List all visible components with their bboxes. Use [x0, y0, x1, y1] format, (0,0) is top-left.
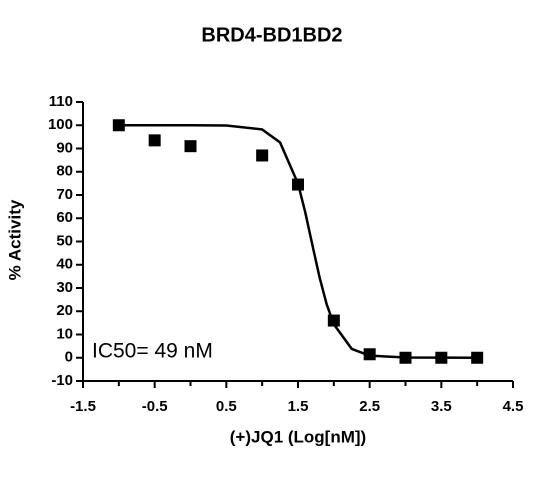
data-point: [148, 134, 161, 147]
y-tick-label: 70: [56, 186, 73, 203]
y-tick-label: 40: [56, 256, 73, 273]
y-tick-label: 60: [56, 209, 73, 226]
y-tick-label: 50: [56, 232, 73, 249]
data-point: [327, 314, 340, 327]
x-tick-label: -1.5: [70, 398, 96, 415]
x-tick-label: 4.5: [503, 398, 524, 415]
x-axis-label: (+)JQ1 (Log[nM]): [230, 427, 366, 446]
data-point: [399, 351, 412, 364]
x-tick-label: 3.5: [431, 398, 452, 415]
data-point: [292, 178, 304, 191]
x-tick-label: -0.5: [142, 398, 168, 415]
data-point: [363, 348, 376, 361]
y-tick-label: 30: [56, 279, 73, 296]
y-tick-label: 100: [48, 116, 73, 133]
data-point: [184, 140, 197, 153]
x-tick-label: 1.5: [288, 398, 309, 415]
y-tick-label: -10: [51, 372, 73, 389]
data-point: [435, 351, 448, 364]
chart-title: BRD4-BD1BD2: [201, 24, 342, 46]
y-tick-label: 80: [56, 163, 73, 180]
fit-curve: [118, 124, 478, 359]
annotation: IC50= 49 nM: [92, 340, 213, 363]
y-tick-label: 10: [56, 325, 73, 342]
y-tick-label: 90: [56, 139, 73, 156]
y-tick-label: 20: [56, 302, 73, 319]
x-tick-label: 0.5: [216, 398, 237, 415]
y-tick-label: 110: [49, 93, 73, 110]
data-point: [471, 351, 484, 364]
data-point: [112, 119, 125, 132]
x-tick-label: 2.5: [359, 398, 380, 415]
data-point: [256, 149, 269, 162]
y-tick-label: 0: [65, 349, 73, 366]
y-axis-label: % Activity: [5, 199, 24, 280]
